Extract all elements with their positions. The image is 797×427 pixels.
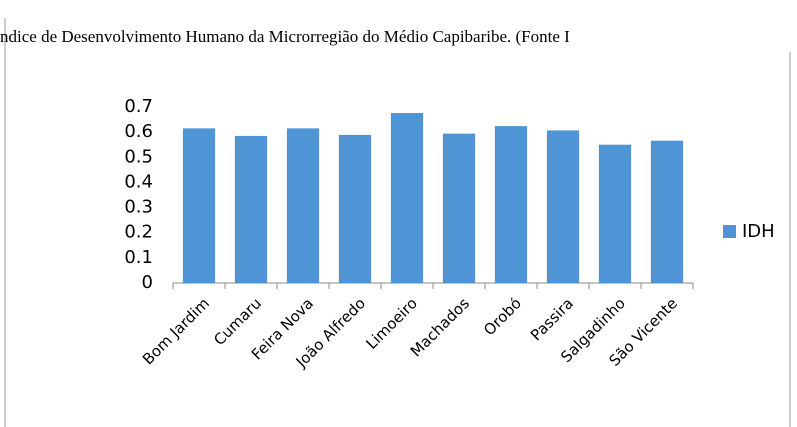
bar [598, 144, 632, 283]
bar [650, 140, 684, 283]
y-tick-label: 0.5 [124, 146, 153, 167]
bar [338, 134, 372, 283]
y-tick-label: 0.3 [124, 197, 153, 218]
y-tick-label: 0.6 [124, 121, 153, 142]
y-tick-label: 0.2 [124, 222, 153, 243]
bar [442, 133, 476, 283]
bar [234, 135, 268, 283]
legend-swatch [723, 225, 736, 238]
y-tick-label: 0.1 [124, 247, 153, 268]
x-tick-label: Passira [527, 294, 577, 344]
legend-label: IDH [742, 221, 775, 242]
x-tick-label: Orobó [480, 294, 525, 339]
bar [390, 113, 424, 283]
bar [494, 126, 528, 283]
y-tick-label: 0.7 [124, 96, 153, 117]
y-tick-label: 0 [142, 272, 153, 293]
bar [182, 128, 216, 283]
y-tick-label: 0.4 [124, 171, 153, 192]
bar [286, 128, 320, 283]
x-tick-label: Bom Jardim [139, 294, 213, 368]
bar [546, 130, 580, 283]
chart-title: ndice de Desenvolvimento Humano da Micro… [0, 27, 570, 46]
